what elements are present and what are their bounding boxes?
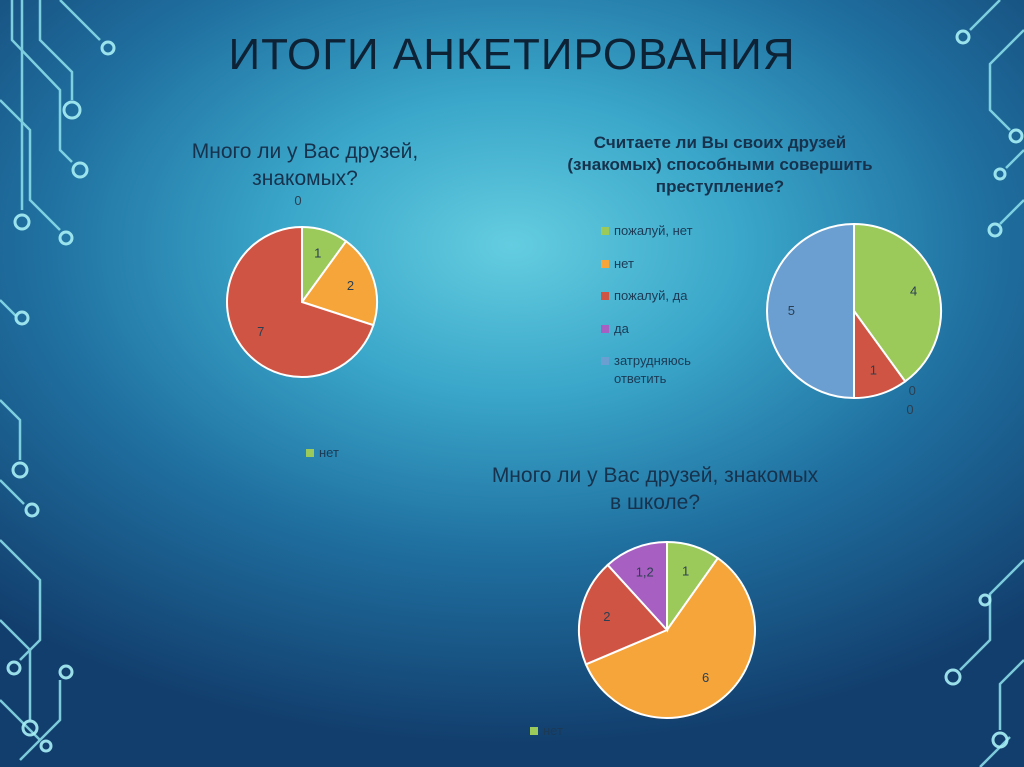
slice-value-label: 0: [294, 193, 301, 208]
legend-item: нет: [530, 722, 563, 740]
legend-label: пожалуй, да: [614, 288, 688, 304]
slice-value-label: 1: [314, 245, 321, 260]
legend-swatch: [601, 324, 609, 333]
chart-2-title: Считаете ли Вы своих друзей (знакомых) с…: [567, 133, 873, 197]
slice-value-label: 1: [682, 563, 689, 578]
slice-value-label: 0: [906, 402, 913, 417]
legend-swatch: [601, 357, 609, 366]
legend-item: затрудняюсь ответить: [601, 352, 731, 387]
pie-chart-1: 0 1 2 7: [226, 193, 378, 378]
chart-1-title: Много ли у Вас друзей, знакомых?: [191, 140, 419, 191]
pie-slice: [766, 222, 855, 400]
slice-value-label: 2: [603, 609, 610, 624]
chart-3-legend: нет: [530, 722, 563, 740]
page-title: ИТОГИ АНКЕТИРОВАНИЯ: [228, 30, 796, 79]
slice-value-label: 4: [910, 284, 917, 299]
legend-swatch: [530, 727, 538, 735]
pie-slice: [853, 222, 942, 383]
slice-value-label: 5: [788, 303, 795, 318]
slice-value-label: 1,2: [636, 565, 654, 580]
pie-slice: [578, 563, 669, 666]
slice-value-label: 2: [347, 278, 354, 293]
pie-slice: [226, 225, 375, 378]
slice-value-label: 7: [257, 324, 264, 339]
pie-slice: [300, 239, 378, 327]
legend-label: затрудняюсь ответить: [614, 353, 691, 386]
legend-label: да: [614, 320, 629, 336]
pie-chart-3: 1 6 2 1,2: [578, 540, 756, 719]
chart-1-legend: нет: [306, 444, 339, 462]
legend-swatch: [601, 227, 609, 235]
legend-label: нет: [543, 723, 563, 738]
legend-item: нет: [306, 444, 339, 462]
pie-slice: [606, 540, 668, 633]
pie-slice: [584, 556, 756, 719]
legend-item: пожалуй, да: [601, 287, 731, 305]
legend-label: нет: [614, 255, 634, 271]
legend-item: пожалуй, нет: [601, 222, 731, 240]
legend-swatch: [601, 292, 609, 301]
slice-value-label: 6: [702, 670, 709, 685]
legend-item: нет: [601, 255, 731, 273]
legend-swatch: [306, 449, 314, 457]
legend-label: пожалуй, нет: [614, 223, 693, 238]
slice-value-label: 0: [909, 383, 916, 398]
chart-2-legend: пожалуй, нет нет пожалуй, да да затрудняюсь …: [601, 222, 731, 402]
chart-3-title: Много ли у Вас друзей, знакомых в школе?: [491, 464, 819, 515]
legend-item: да: [601, 320, 731, 338]
pie-chart-2: 4 0 1 0 5: [766, 222, 942, 417]
legend-label: нет: [319, 445, 339, 460]
slice-value-label: 1: [870, 363, 877, 378]
legend-swatch: [601, 259, 609, 268]
